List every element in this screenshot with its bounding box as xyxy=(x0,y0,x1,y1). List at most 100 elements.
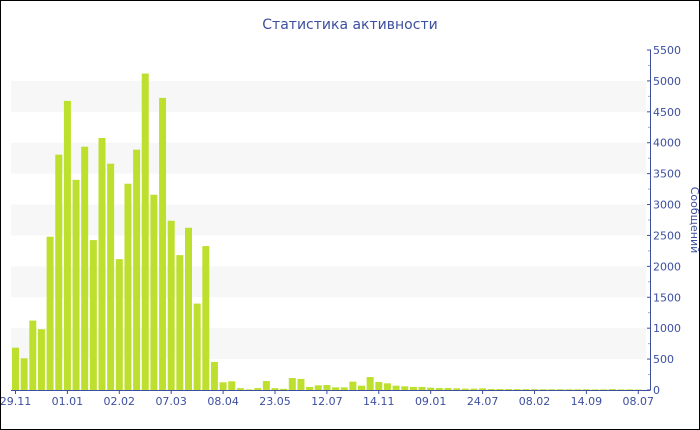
bar xyxy=(185,227,192,390)
bar xyxy=(453,388,461,390)
grid-band xyxy=(11,142,646,174)
bar xyxy=(133,149,141,390)
y-tick-label: 5000 xyxy=(653,75,681,88)
bar xyxy=(574,389,582,391)
bar xyxy=(505,389,513,390)
bar xyxy=(332,387,340,390)
bar xyxy=(496,389,504,390)
bar xyxy=(115,259,123,390)
bar xyxy=(150,194,158,390)
bar xyxy=(72,179,80,390)
bar xyxy=(245,389,253,391)
bar xyxy=(167,220,175,390)
bar xyxy=(418,386,426,390)
bar xyxy=(63,100,71,390)
bar xyxy=(46,236,54,390)
bar xyxy=(435,388,443,390)
bar xyxy=(176,255,184,390)
y-tick-label: 5500 xyxy=(653,44,681,57)
bar xyxy=(89,240,97,390)
y-tick-label: 500 xyxy=(653,353,674,366)
x-tick-label: 14.09 xyxy=(571,395,603,408)
bar xyxy=(582,389,590,391)
bar xyxy=(409,386,417,390)
y-tick-label: 3000 xyxy=(653,199,681,212)
x-tick-label: 09.01 xyxy=(415,395,447,408)
bar xyxy=(271,388,279,390)
x-tick-label: 02.02 xyxy=(104,395,136,408)
x-tick-label: 24.07 xyxy=(467,395,499,408)
bar xyxy=(565,389,573,391)
y-tick-label: 0 xyxy=(653,384,660,397)
bar xyxy=(219,382,227,390)
bar xyxy=(12,347,19,390)
y-tick-label: 2000 xyxy=(653,260,681,273)
bar xyxy=(487,389,495,390)
bar xyxy=(617,389,625,391)
bar xyxy=(539,389,547,391)
bar xyxy=(254,388,262,390)
y-tick-label: 3500 xyxy=(653,168,681,181)
bar xyxy=(55,154,63,390)
bar xyxy=(522,389,530,390)
bar xyxy=(280,388,288,390)
bar xyxy=(141,73,149,390)
bar xyxy=(383,383,391,390)
bar xyxy=(236,388,244,390)
x-tick-label: 08.04 xyxy=(207,395,239,408)
grid-band xyxy=(11,328,646,360)
bar xyxy=(297,378,305,390)
bar xyxy=(262,380,270,390)
grid-band xyxy=(11,266,646,298)
y-tick-label: 4000 xyxy=(653,137,681,150)
bar xyxy=(98,137,106,390)
bar xyxy=(37,329,45,390)
bar xyxy=(228,381,236,390)
bar xyxy=(366,377,374,390)
bar xyxy=(608,389,616,390)
x-tick-label: 14.11 xyxy=(363,395,395,408)
bar xyxy=(626,389,634,391)
bar xyxy=(210,361,218,390)
x-tick-label: 08.02 xyxy=(519,395,551,408)
bar xyxy=(81,146,89,390)
bar xyxy=(401,386,409,390)
y-tick-label: 1500 xyxy=(653,291,681,304)
bar xyxy=(591,389,599,391)
bar xyxy=(556,389,564,391)
bar xyxy=(513,389,521,390)
bar xyxy=(531,389,538,390)
bar xyxy=(479,388,487,390)
bar xyxy=(288,378,296,390)
bar xyxy=(392,385,400,390)
bar xyxy=(358,385,365,390)
x-tick-label: 08.07 xyxy=(623,395,655,408)
bar xyxy=(193,303,201,390)
bar xyxy=(29,320,37,390)
bar xyxy=(349,381,357,390)
y-tick-label: 2500 xyxy=(653,229,681,242)
bar xyxy=(340,387,348,390)
bar xyxy=(202,246,210,390)
x-tick-label: 12.07 xyxy=(311,395,343,408)
bar xyxy=(124,183,132,390)
bar xyxy=(600,389,608,391)
bar xyxy=(107,163,115,390)
bar xyxy=(634,389,642,391)
x-tick-label: 29.11 xyxy=(1,395,31,408)
bar xyxy=(314,385,322,390)
bar xyxy=(375,381,383,390)
y-tick-label: 1000 xyxy=(653,322,681,335)
x-tick-label: 23.05 xyxy=(259,395,291,408)
bar xyxy=(548,389,556,391)
bar xyxy=(306,386,314,390)
bar xyxy=(159,97,167,390)
bar xyxy=(461,388,469,390)
bar xyxy=(427,387,435,390)
x-tick-label: 01.01 xyxy=(52,395,84,408)
chart-title: Статистика активности xyxy=(262,17,438,33)
bar xyxy=(20,358,28,390)
grid-band xyxy=(11,204,646,236)
